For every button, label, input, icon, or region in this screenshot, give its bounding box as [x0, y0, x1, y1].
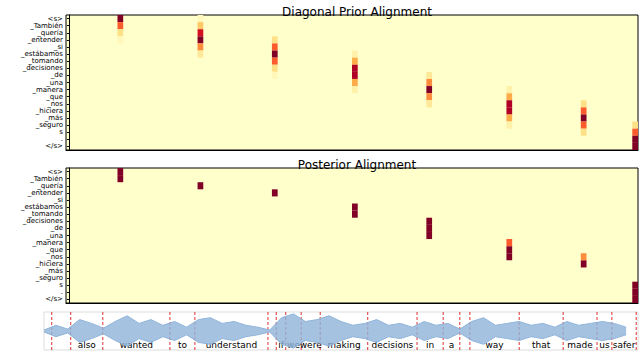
- svg-text:_más: _más: [44, 114, 63, 122]
- svg-text:_decisiones: _decisiones: [22, 217, 63, 226]
- svg-text:<s>: <s>: [47, 14, 63, 23]
- svg-text:_una: _una: [46, 78, 63, 87]
- svg-text:also: also: [77, 339, 96, 350]
- svg-text:s: s: [59, 281, 63, 290]
- svg-text:_estábamos: _estábamos: [21, 50, 63, 59]
- svg-text:</s>: </s>: [45, 142, 63, 150]
- svg-text:safer: safer: [613, 340, 636, 350]
- svg-text:_que: _que: [46, 245, 63, 254]
- html-text:if we were: if we were: [278, 339, 322, 350]
- svg-text:made: made: [567, 340, 593, 350]
- svg-text:that: that: [532, 340, 551, 350]
- svg-text:in: in: [426, 340, 434, 350]
- svg-text:_entender: _entender: [27, 35, 63, 44]
- svg-text:understand: understand: [205, 339, 258, 350]
- svg-text:Diagonal Prior Alignment: Diagonal Prior Alignment: [282, 5, 432, 19]
- svg-text:_más: _más: [44, 267, 63, 275]
- svg-text:_si: _si: [53, 196, 63, 204]
- svg-text:_decisiones: _decisiones: [22, 64, 63, 73]
- svg-text:a: a: [449, 340, 455, 350]
- svg-text:way: way: [485, 339, 504, 350]
- svg-text:_de: _de: [50, 71, 63, 80]
- svg-text:_entender: _entender: [27, 188, 63, 197]
- svg-text:_si: _si: [53, 43, 63, 51]
- svg-text:<s>: <s>: [47, 167, 63, 176]
- svg-text:_manera: _manera: [32, 238, 63, 247]
- svg-text:us: us: [599, 340, 610, 350]
- svg-text:</s>: </s>: [45, 295, 63, 303]
- svg-text:_seguro: _seguro: [35, 274, 63, 283]
- svg-text:_manera: _manera: [32, 85, 63, 94]
- svg-text:_quería: _quería: [37, 181, 63, 190]
- svg-text:_También: _También: [30, 174, 63, 183]
- svg-text:making: making: [327, 339, 361, 350]
- svg-text:_hiciera: _hiciera: [35, 106, 63, 115]
- svg-text:_quería: _quería: [37, 28, 63, 37]
- svg-text:_una: _una: [46, 231, 63, 240]
- svg-text:_de: _de: [50, 224, 63, 233]
- svg-text:_tomando: _tomando: [28, 210, 63, 219]
- svg-text:_tomando: _tomando: [28, 57, 63, 66]
- svg-text:_nos: _nos: [47, 252, 63, 261]
- svg-text:s: s: [59, 128, 63, 137]
- svg-text:wanted: wanted: [119, 339, 153, 350]
- svg-text:_que: _que: [46, 92, 63, 101]
- svg-text:Posterior Alignment: Posterior Alignment: [298, 158, 417, 172]
- svg-text:to: to: [178, 340, 188, 350]
- svg-text:decisions: decisions: [371, 339, 414, 350]
- svg-text:_estábamos: _estábamos: [21, 203, 63, 212]
- svg-text:_seguro: _seguro: [35, 121, 63, 130]
- svg-text:_nos: _nos: [47, 99, 63, 108]
- svg-text:_También: _También: [30, 21, 63, 30]
- svg-text:_hiciera: _hiciera: [35, 259, 63, 268]
